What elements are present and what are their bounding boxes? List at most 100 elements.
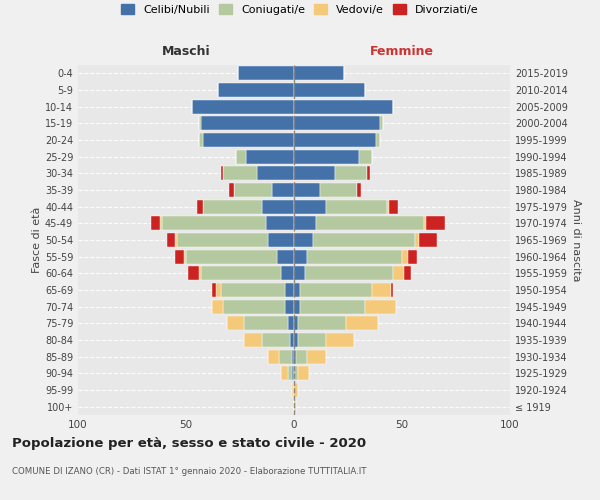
Bar (372, 283, 391, 297)
Bar (294, 100, 394, 114)
Bar (184, 250, 186, 264)
Bar (394, 266, 404, 280)
Bar (193, 100, 294, 114)
Bar (294, 316, 298, 330)
Bar (286, 300, 294, 314)
Bar (203, 133, 294, 147)
Bar (244, 333, 262, 347)
Bar (203, 200, 262, 214)
Bar (229, 183, 233, 197)
Bar (320, 183, 356, 197)
Bar (294, 66, 344, 80)
Bar (326, 200, 387, 214)
Bar (221, 283, 286, 297)
Bar (268, 350, 279, 364)
Bar (238, 66, 294, 80)
Bar (281, 266, 294, 280)
Bar (409, 250, 417, 264)
Bar (404, 266, 410, 280)
Bar (365, 300, 395, 314)
Bar (294, 350, 296, 364)
Bar (335, 166, 367, 180)
Bar (301, 300, 365, 314)
Bar (218, 83, 294, 97)
Bar (236, 150, 247, 164)
Bar (223, 166, 257, 180)
Bar (162, 216, 266, 230)
Bar (298, 316, 346, 330)
Bar (294, 283, 301, 297)
Bar (294, 83, 365, 97)
Bar (296, 350, 307, 364)
Bar (305, 266, 394, 280)
Bar (376, 133, 380, 147)
Bar (391, 283, 394, 297)
Bar (301, 283, 372, 297)
Bar (287, 366, 292, 380)
Bar (298, 333, 326, 347)
Text: COMUNE DI IZANO (CR) - Dati ISTAT 1° gennaio 2020 - Elaborazione TUTTITALIA.IT: COMUNE DI IZANO (CR) - Dati ISTAT 1° gen… (12, 468, 367, 476)
Bar (298, 366, 309, 380)
Bar (294, 200, 326, 214)
Bar (272, 183, 294, 197)
Bar (387, 200, 389, 214)
Bar (262, 200, 294, 214)
Bar (178, 233, 268, 247)
Bar (201, 116, 294, 130)
Bar (286, 283, 294, 297)
Bar (287, 316, 294, 330)
Bar (281, 366, 287, 380)
Bar (223, 300, 286, 314)
Bar (277, 250, 294, 264)
Text: Maschi: Maschi (161, 45, 211, 58)
Bar (415, 233, 419, 247)
Bar (212, 300, 223, 314)
Bar (419, 233, 437, 247)
Bar (294, 266, 305, 280)
Bar (292, 366, 294, 380)
Bar (221, 166, 223, 180)
Bar (307, 350, 326, 364)
Bar (367, 166, 370, 180)
Bar (389, 200, 398, 214)
Bar (188, 266, 199, 280)
Bar (199, 266, 201, 280)
Bar (380, 116, 383, 130)
Bar (294, 133, 376, 147)
Bar (294, 233, 313, 247)
Bar (257, 166, 294, 180)
Bar (244, 316, 287, 330)
Bar (247, 150, 294, 164)
Bar (233, 183, 272, 197)
Text: Femmine: Femmine (370, 45, 434, 58)
Bar (199, 116, 201, 130)
Y-axis label: Fasce di età: Fasce di età (32, 207, 42, 273)
Bar (151, 216, 160, 230)
Bar (313, 233, 415, 247)
Bar (294, 183, 320, 197)
Bar (346, 316, 378, 330)
Legend: Celibi/Nubili, Coniugati/e, Vedovi/e, Divorziati/e: Celibi/Nubili, Coniugati/e, Vedovi/e, Di… (117, 0, 483, 20)
Bar (227, 316, 244, 330)
Bar (294, 166, 335, 180)
Bar (294, 216, 316, 230)
Bar (326, 333, 355, 347)
Bar (262, 333, 290, 347)
Bar (402, 250, 409, 264)
Bar (294, 116, 380, 130)
Bar (279, 350, 292, 364)
Bar (426, 216, 445, 230)
Bar (266, 216, 294, 230)
Bar (294, 366, 298, 380)
Bar (175, 233, 178, 247)
Bar (292, 383, 294, 397)
Bar (294, 400, 296, 414)
Bar (294, 150, 359, 164)
Bar (359, 150, 372, 164)
Bar (160, 216, 162, 230)
Bar (294, 250, 307, 264)
Bar (197, 200, 203, 214)
Bar (424, 216, 426, 230)
Bar (290, 333, 294, 347)
Bar (294, 333, 298, 347)
